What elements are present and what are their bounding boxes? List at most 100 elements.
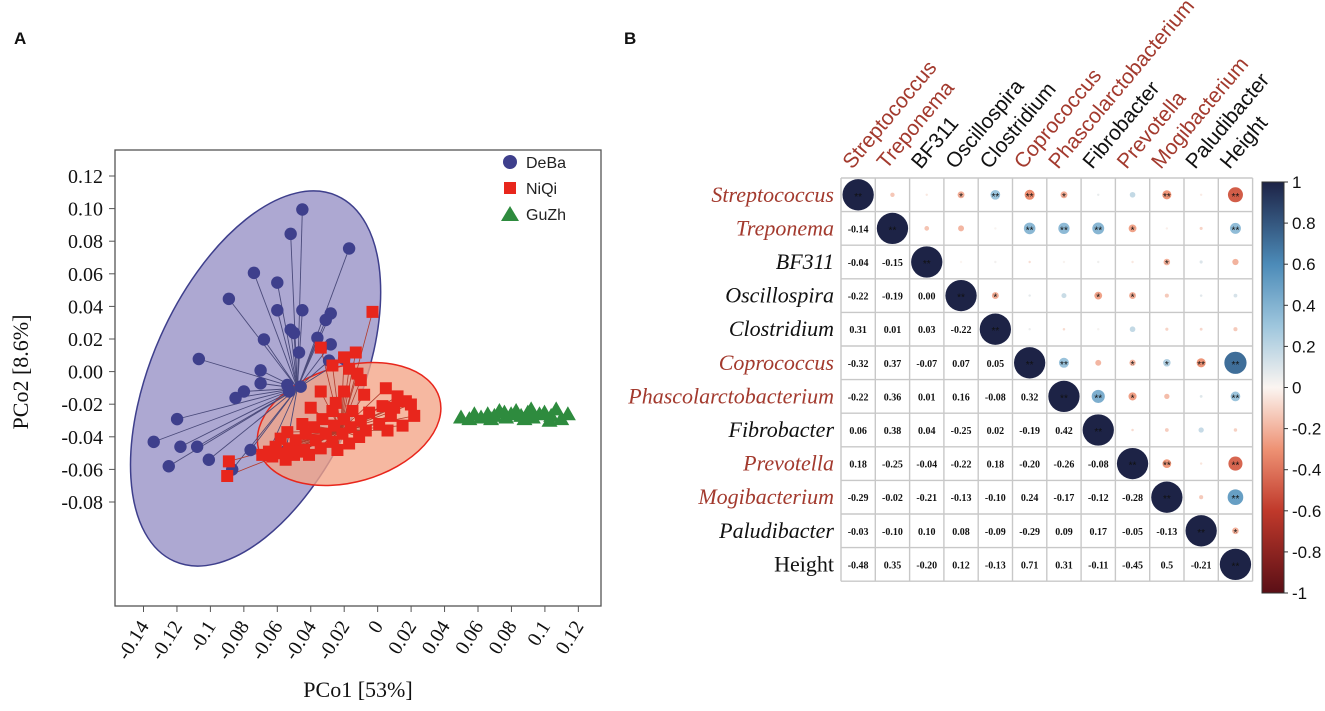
correlation-value: 0.32 bbox=[1021, 392, 1039, 403]
correlation-circle bbox=[1228, 456, 1243, 471]
niqi-point bbox=[266, 450, 279, 463]
x-tick-label: -0.14 bbox=[113, 617, 154, 664]
y-tick-label: -0.06 bbox=[61, 459, 103, 481]
correlation-circle bbox=[1196, 358, 1206, 368]
correlation-circle bbox=[958, 225, 965, 232]
correlation-circle bbox=[1165, 227, 1169, 230]
correlation-value: 0.36 bbox=[884, 392, 902, 403]
niqi-point bbox=[314, 442, 327, 455]
correlation-value: -0.22 bbox=[848, 292, 869, 303]
correlation-circle bbox=[1028, 328, 1031, 331]
correlation-circle bbox=[924, 226, 930, 231]
niqi-point bbox=[314, 385, 327, 398]
x-tick-label: -0.12 bbox=[146, 617, 187, 664]
correlation-circle bbox=[1162, 190, 1172, 200]
y-tick-label: 0.04 bbox=[68, 296, 103, 318]
correlation-circle bbox=[1233, 293, 1238, 298]
correlation-value: -0.25 bbox=[882, 460, 903, 471]
significance-marker: ** bbox=[957, 293, 965, 304]
colorbar-tick-label: -0.6 bbox=[1292, 502, 1321, 521]
deba-point bbox=[324, 338, 337, 351]
correlation-value: -0.22 bbox=[951, 460, 972, 471]
niqi-point bbox=[354, 414, 367, 427]
niqi-point bbox=[349, 346, 362, 359]
row-label: Phascolarctobacterium bbox=[627, 383, 834, 408]
legend-label: NiQi bbox=[526, 181, 557, 198]
significance-marker: ** bbox=[1197, 528, 1205, 539]
correlation-circle bbox=[1061, 293, 1067, 299]
correlation-circle bbox=[1129, 292, 1136, 300]
niqi-point bbox=[384, 409, 397, 422]
deba-point bbox=[229, 391, 242, 405]
deba-spider-line bbox=[276, 310, 298, 389]
correlation-value: -0.05 bbox=[1122, 527, 1143, 538]
significance-marker: ** bbox=[991, 326, 999, 337]
niqi-point bbox=[338, 385, 351, 398]
colorbar-tick-label: -0.2 bbox=[1292, 420, 1321, 439]
correlation-circle bbox=[1199, 193, 1203, 196]
correlation-value: -0.19 bbox=[882, 292, 903, 303]
correlation-circle bbox=[842, 179, 874, 211]
significance-marker: * bbox=[1165, 360, 1169, 371]
colorbar-tick-label: -0.8 bbox=[1292, 543, 1321, 562]
correlation-circle bbox=[1058, 222, 1070, 235]
y-tick-label: -0.04 bbox=[61, 427, 103, 449]
deba-spider-line bbox=[250, 387, 298, 451]
correlation-circle bbox=[1024, 189, 1035, 200]
deba-point bbox=[342, 242, 356, 255]
deba-point bbox=[170, 412, 184, 426]
significance-marker: ** bbox=[1060, 360, 1068, 371]
correlation-circle bbox=[1199, 462, 1203, 465]
row-label: Clostridium bbox=[729, 316, 834, 341]
correlation-circle bbox=[1129, 326, 1136, 333]
deba-point bbox=[247, 266, 261, 280]
niqi-point bbox=[314, 341, 327, 354]
correlation-value: 0.42 bbox=[1055, 426, 1073, 437]
legend-deba-marker bbox=[503, 155, 517, 169]
y-tick-label: -0.02 bbox=[61, 394, 103, 416]
x-tick-label: -0.08 bbox=[213, 617, 254, 664]
correlation-value: -0.15 bbox=[882, 258, 903, 269]
significance-marker: ** bbox=[1163, 494, 1171, 505]
correlation-value: -0.10 bbox=[985, 493, 1006, 504]
correlation-circle bbox=[1219, 548, 1252, 581]
correlation-value: -0.22 bbox=[848, 392, 869, 403]
legend-label: DeBa bbox=[526, 155, 566, 172]
correlation-value: -0.13 bbox=[1156, 527, 1177, 538]
correlation-value: 0.08 bbox=[952, 527, 970, 538]
niqi-point bbox=[343, 437, 356, 450]
significance-marker: ** bbox=[923, 259, 931, 270]
correlation-circle bbox=[1185, 515, 1217, 547]
correlation-value: -0.08 bbox=[1088, 460, 1109, 471]
guzh-point bbox=[516, 411, 533, 426]
correlation-value: -0.19 bbox=[1019, 426, 1040, 437]
deba-point bbox=[284, 227, 297, 241]
correlation-value: -0.14 bbox=[848, 224, 869, 235]
colorbar: 1 0.8 0.6 0.4 0.2 0 -0.2 -0.4 -0.6 -0.8 -1 bbox=[1261, 173, 1321, 603]
correlation-circle bbox=[1198, 427, 1204, 433]
deba-point bbox=[237, 385, 251, 398]
legend: DeBa NiQi GuZh bbox=[501, 155, 566, 224]
correlation-value: 0.5 bbox=[1161, 560, 1174, 571]
correlation-value: -0.02 bbox=[882, 493, 903, 504]
correlation-circle bbox=[1227, 187, 1243, 203]
correlation-circle bbox=[1097, 193, 1100, 196]
correlation-value: 0.24 bbox=[1021, 493, 1039, 504]
correlation-value: 0.05 bbox=[987, 359, 1005, 370]
deba-point bbox=[222, 292, 236, 306]
correlation-circle bbox=[911, 246, 943, 278]
correlation-value: -0.25 bbox=[951, 426, 972, 437]
correlation-value: -0.45 bbox=[1122, 560, 1143, 571]
correlation-circle bbox=[1014, 347, 1046, 379]
significance-marker: ** bbox=[1094, 393, 1102, 404]
significance-marker: * bbox=[1062, 192, 1066, 203]
correlation-value: 0.35 bbox=[884, 560, 902, 571]
significance-marker: ** bbox=[1060, 225, 1068, 236]
colorbar-tick-label: 0.4 bbox=[1292, 296, 1316, 315]
deba-spider-line bbox=[296, 337, 318, 389]
correlation-value: -0.21 bbox=[1191, 560, 1212, 571]
niqi-point bbox=[304, 401, 317, 414]
correlation-heatmap: ** * ** ** * ** **-0.14 ** ** ** ** * **-0.04 -0.15 **… bbox=[627, 0, 1321, 603]
correlation-circle bbox=[990, 189, 1001, 200]
deba-point bbox=[174, 440, 187, 453]
